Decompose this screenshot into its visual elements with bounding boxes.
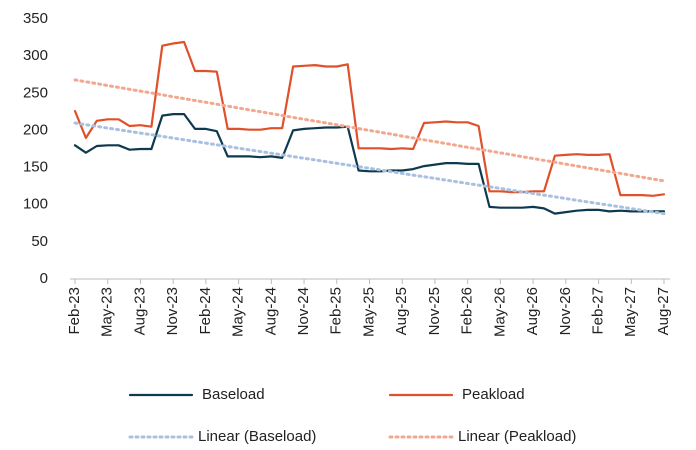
x-tick-label: May-27 <box>622 287 639 337</box>
x-tick-label: Feb-23 <box>66 287 83 335</box>
y-tick-label: 100 <box>23 196 48 213</box>
y-tick-label: 50 <box>31 233 48 250</box>
x-tick-label: May-25 <box>360 287 377 337</box>
legend-label: Linear (Peakload) <box>458 428 576 445</box>
legend-label: Baseload <box>202 386 265 403</box>
x-tick-label: Aug-25 <box>393 287 410 335</box>
x-tick-label: Aug-26 <box>524 287 541 335</box>
x-tick-label: Aug-23 <box>131 287 148 335</box>
x-tick-label: Feb-26 <box>459 287 476 335</box>
x-tick-label: May-24 <box>230 287 247 337</box>
series-line <box>73 121 666 216</box>
x-tick-label: Nov-24 <box>295 287 312 335</box>
legend-label: Linear (Baseload) <box>198 428 316 445</box>
x-tick-label: May-23 <box>99 287 116 337</box>
x-tick-label: Feb-25 <box>328 287 345 335</box>
x-tick-label: Nov-23 <box>164 287 181 335</box>
x-tick-label: Feb-24 <box>197 287 214 335</box>
x-tick-label: Aug-24 <box>262 287 279 335</box>
y-tick-label: 150 <box>23 159 48 176</box>
y-tick-label: 250 <box>23 84 48 101</box>
y-tick-label: 0 <box>40 270 48 287</box>
y-tick-label: 350 <box>23 10 48 27</box>
series-line <box>73 113 666 215</box>
x-tick-label: Feb-27 <box>590 287 607 335</box>
x-tick-label: Aug-27 <box>655 287 672 335</box>
legend-label: Peakload <box>462 386 525 403</box>
x-tick-label: May-26 <box>491 287 508 337</box>
series-line <box>73 40 666 197</box>
y-tick-label: 300 <box>23 47 48 64</box>
y-tick-label: 200 <box>23 121 48 138</box>
x-tick-label: Nov-26 <box>557 287 574 335</box>
series-line <box>73 78 666 183</box>
x-tick-label: Nov-25 <box>426 287 443 335</box>
